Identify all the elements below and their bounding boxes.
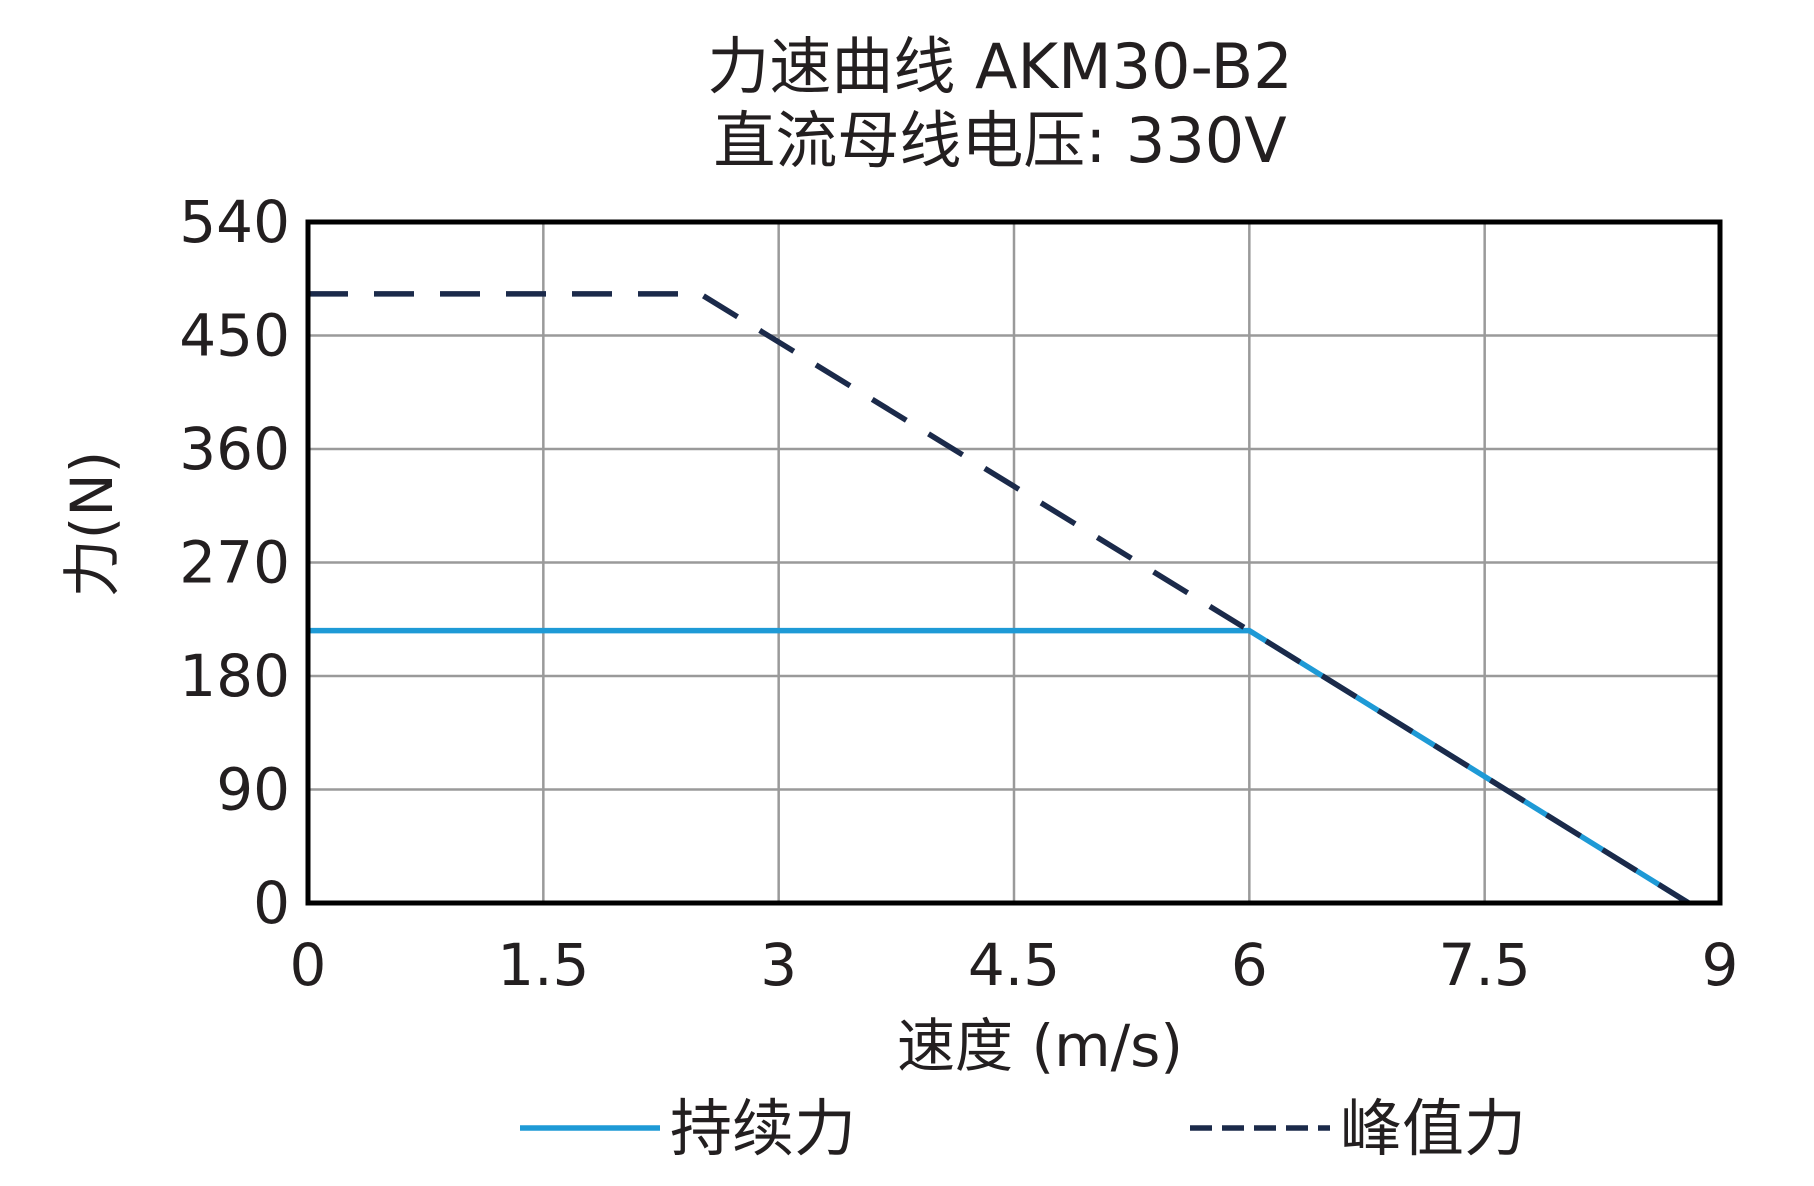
y-tick-label-4: 360 [179,415,290,483]
plot-frame [305,219,1723,906]
series-layer [308,291,1691,906]
y-tick-label-2: 180 [179,642,290,710]
x-tick-label-0: 0 [290,931,327,999]
y-tick-labels: 0 90 180 270 360 450 540 [179,188,290,937]
legend: 持续力 峰值力 [520,1092,1526,1165]
x-tick-label-3: 4.5 [968,931,1060,999]
x-tick-label-2: 3 [760,931,797,999]
legend-label-1: 峰值力 [1340,1092,1526,1165]
y-tick-label-3: 270 [179,529,290,597]
x-axis-label: 速度 (m/s) [897,1012,1183,1080]
y-tick-label-6: 540 [179,188,290,256]
x-tick-labels: 0 1.5 3 4.5 6 7.5 9 [290,931,1739,999]
x-tick-label-1: 1.5 [497,931,589,999]
y-tick-label-5: 450 [179,302,290,370]
series-line-0 [308,627,1691,906]
legend-label-0: 持续力 [670,1092,856,1165]
y-tick-label-1: 90 [216,756,290,824]
chart-title: 力速曲线 AKM30-B2 [707,30,1292,103]
y-axis-label: 力(N) [58,451,126,598]
x-tick-label-5: 7.5 [1439,931,1531,999]
x-tick-label-4: 6 [1231,931,1268,999]
x-tick-label-6: 9 [1702,931,1739,999]
series-line-1 [308,291,1691,906]
chart-subtitle: 直流母线电压: 330V [713,104,1286,177]
y-tick-label-0: 0 [253,869,290,937]
grid-lines [306,220,1722,905]
